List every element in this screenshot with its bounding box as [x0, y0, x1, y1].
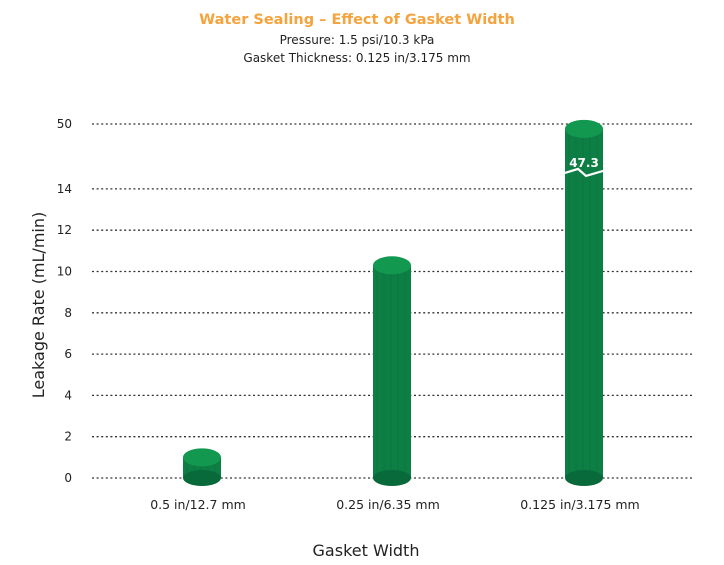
x-axis-title: Gasket Width [313, 541, 420, 560]
bar [373, 256, 411, 486]
chart-title: Water Sealing – Effect of Gasket Width [199, 12, 515, 28]
chart-subtitle-pressure: Pressure: 1.5 psi/10.3 kPa [280, 33, 435, 47]
x-tick-labels: 0.5 in/12.7 mm 0.25 in/6.35 mm 0.125 in/3.… [150, 497, 640, 512]
x-tick-label: 0.5 in/12.7 mm [150, 497, 246, 512]
y-tick-label: 10 [57, 265, 72, 279]
x-tick-label: 0.125 in/3.175 mm [520, 497, 639, 512]
bars: 47.3 [183, 119, 604, 486]
y-tick-label: 12 [57, 223, 72, 237]
bar-top [565, 119, 603, 138]
chart-subtitle-thickness: Gasket Thickness: 0.125 in/3.175 mm [243, 51, 470, 65]
bar-body [373, 265, 411, 478]
y-axis-title: Leakage Rate (mL/min) [29, 212, 48, 398]
axis-break-marker [564, 167, 604, 178]
y-tick-label: 50 [57, 117, 72, 131]
y-tick-label: 8 [64, 306, 72, 320]
x-tick-label: 0.25 in/6.35 mm [336, 497, 440, 512]
bar-base [183, 470, 221, 486]
y-tick-label: 14 [57, 182, 72, 196]
y-tick-label: 2 [64, 430, 72, 444]
data-label: 47.3 [569, 156, 599, 170]
bar-base [565, 470, 603, 486]
y-tick-label: 4 [64, 388, 72, 402]
bar-top [373, 256, 411, 275]
y-tick-label: 6 [64, 347, 72, 361]
bar [183, 448, 221, 486]
bar-base [373, 470, 411, 486]
y-tick-labels: 0 2 4 6 8 10 12 14 50 [57, 117, 72, 485]
bar-top [183, 448, 221, 467]
bar-body [565, 128, 603, 478]
bar: 47.3 [564, 119, 604, 486]
y-tick-label: 0 [64, 471, 72, 485]
